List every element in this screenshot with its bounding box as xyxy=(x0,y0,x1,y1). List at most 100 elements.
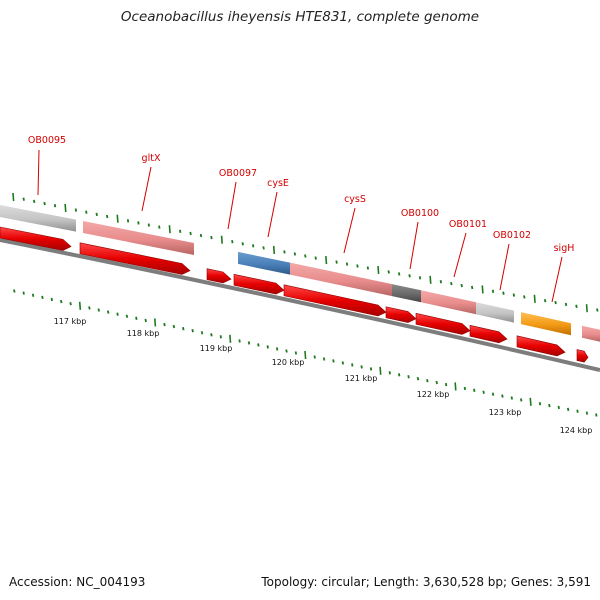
outer-tick xyxy=(491,289,495,293)
outer-tick-ring xyxy=(12,192,599,313)
inner-tick xyxy=(313,355,316,359)
outer-tick xyxy=(43,201,46,206)
inner-tick xyxy=(369,367,373,371)
kbp-label: 119 kbp xyxy=(200,344,233,353)
feature-pink xyxy=(421,290,476,315)
inner-tick xyxy=(275,347,279,351)
outer-tick xyxy=(429,275,432,284)
inner-tick xyxy=(88,306,91,310)
kbp-label: 122 kbp xyxy=(417,390,450,399)
outer-tick xyxy=(533,294,536,303)
outer-tick xyxy=(523,295,526,299)
inner-tick xyxy=(501,394,504,398)
outer-tick xyxy=(262,246,265,250)
gene-label-ob0101[interactable]: OB0101 xyxy=(449,219,487,230)
outer-tick xyxy=(450,281,453,286)
inner-tick xyxy=(304,350,307,360)
callout-line xyxy=(343,207,356,254)
cds-arrow xyxy=(283,284,387,317)
outer-tick xyxy=(272,245,276,254)
inner-tick xyxy=(397,373,401,377)
inner-tick xyxy=(200,331,204,335)
callout-line xyxy=(453,232,467,278)
cds-arrow xyxy=(469,324,508,344)
inner-tick xyxy=(247,341,251,345)
outer-tick xyxy=(95,212,98,217)
cds-arrow xyxy=(415,312,471,335)
inner-tick xyxy=(154,318,157,327)
outer-tick xyxy=(596,308,599,312)
inner-tick xyxy=(510,396,513,400)
inner-tick xyxy=(557,405,560,410)
genome-backbone xyxy=(0,238,600,372)
accession-text: Accession: NC_004193 xyxy=(9,575,146,589)
inner-tick xyxy=(294,351,298,355)
outer-tick xyxy=(304,254,307,258)
cds-arrow xyxy=(79,242,191,275)
inner-tick xyxy=(576,409,579,413)
outer-tick xyxy=(105,214,109,219)
inner-tick xyxy=(482,390,485,394)
inner-tick xyxy=(341,361,345,365)
inner-tick xyxy=(529,397,532,406)
inner-tick xyxy=(182,326,185,331)
inner-tick xyxy=(116,312,119,316)
outer-tick xyxy=(137,221,140,225)
gene-label-gltx[interactable]: gltX xyxy=(142,153,161,164)
cds-track xyxy=(0,226,589,363)
inner-tick xyxy=(257,343,260,347)
inner-tick xyxy=(332,359,335,363)
outer-tick xyxy=(74,208,78,212)
outer-tick xyxy=(283,250,286,254)
inner-tick xyxy=(548,403,551,408)
outer-tick xyxy=(168,225,171,234)
inner-tick xyxy=(135,316,138,321)
outer-tick xyxy=(564,302,568,307)
gene-label-cyss[interactable]: cysS xyxy=(344,194,366,205)
outer-tick xyxy=(325,255,328,265)
feature-track xyxy=(0,205,600,342)
outer-tick xyxy=(543,299,547,303)
inner-tick xyxy=(191,329,194,333)
outer-tick xyxy=(158,225,161,229)
inner-tick xyxy=(285,349,288,353)
inner-tick xyxy=(41,295,44,300)
outer-tick xyxy=(199,233,203,238)
gene-label-cyse[interactable]: cysE xyxy=(267,178,289,189)
kbp-label: 121 kbp xyxy=(345,374,378,383)
gene-label-sigh[interactable]: sigH xyxy=(554,243,575,254)
outer-tick xyxy=(335,260,338,264)
inner-tick xyxy=(210,333,213,337)
inner-tick xyxy=(69,302,72,306)
inner-tick xyxy=(491,392,495,396)
inner-tick xyxy=(585,411,589,415)
outer-tick xyxy=(293,252,297,256)
callout-line xyxy=(267,191,278,238)
kbp-label: 117 kbp xyxy=(54,317,87,326)
outer-tick xyxy=(418,276,422,280)
inner-tick xyxy=(13,289,16,293)
gene-label-ob0102[interactable]: OB0102 xyxy=(493,230,531,241)
outer-tick xyxy=(554,300,557,305)
inner-tick xyxy=(106,310,110,314)
inner-tick xyxy=(351,363,354,367)
outer-tick xyxy=(585,304,588,313)
cds-arrow xyxy=(576,349,589,363)
inner-tick xyxy=(444,382,448,387)
callout-line xyxy=(227,181,237,230)
outer-tick xyxy=(408,274,411,278)
callout-line xyxy=(551,256,563,303)
inner-tick xyxy=(360,365,363,369)
inner-tick xyxy=(78,301,82,310)
gene-label-ob0097[interactable]: OB0097 xyxy=(219,168,257,179)
gene-label-ob0095[interactable]: OB0095 xyxy=(28,135,66,146)
outer-tick xyxy=(314,256,317,260)
inner-tick xyxy=(463,386,467,391)
inner-tick xyxy=(566,407,570,412)
cds-arrow xyxy=(233,273,285,295)
feature-dark xyxy=(392,284,421,303)
outer-tick xyxy=(12,192,15,202)
gene-label-ob0100[interactable]: OB0100 xyxy=(401,208,439,219)
inner-tick xyxy=(163,322,166,327)
